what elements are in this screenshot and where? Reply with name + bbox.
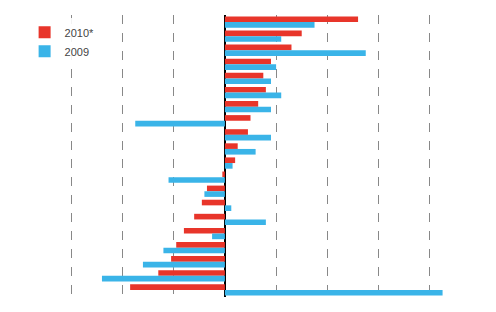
svg-text:2010*: 2010* <box>65 27 94 39</box>
svg-text:2009: 2009 <box>65 46 89 58</box>
